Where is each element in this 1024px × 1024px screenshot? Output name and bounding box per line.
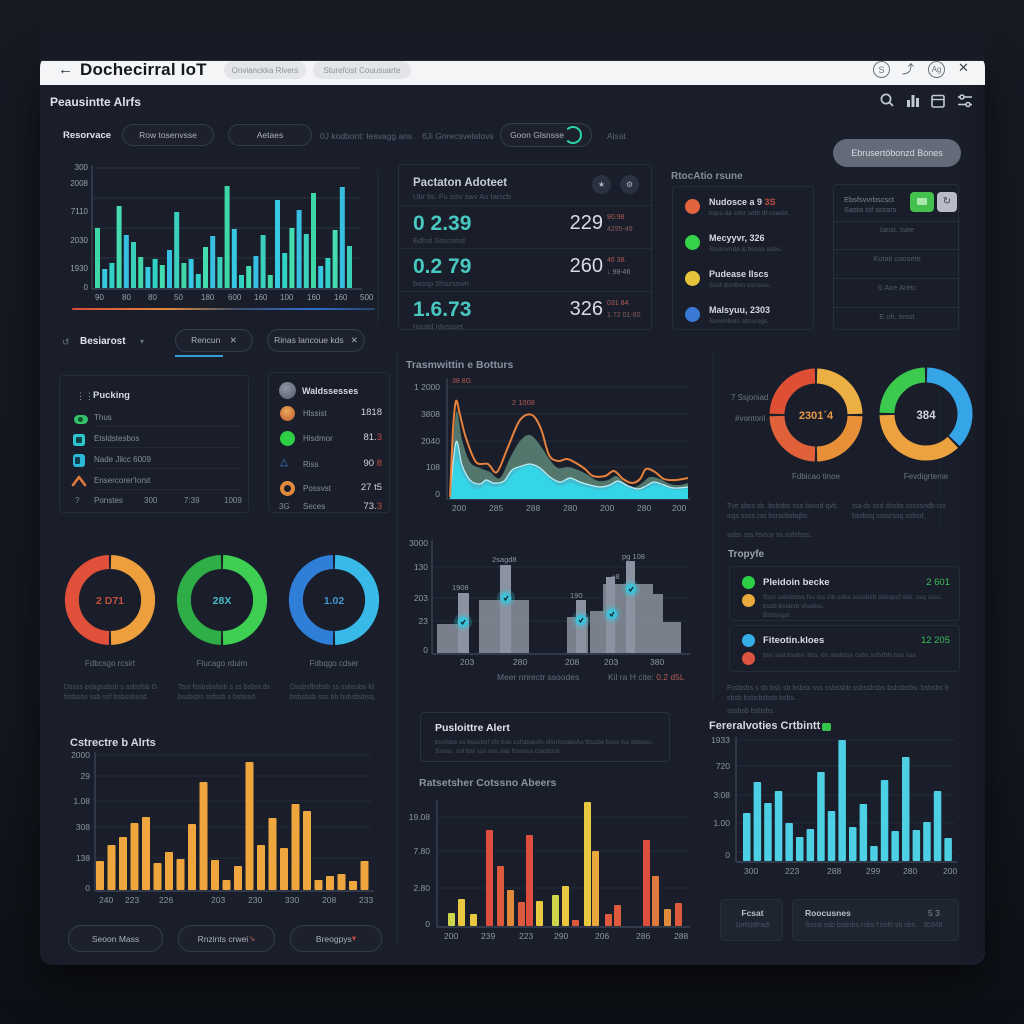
svg-text:160: 160 — [254, 293, 268, 302]
svg-text:1.02: 1.02 — [324, 595, 345, 607]
svg-text:223: 223 — [785, 866, 799, 876]
svg-text:233: 233 — [359, 895, 373, 905]
svg-text:290: 290 — [554, 931, 568, 941]
svg-text:288: 288 — [827, 866, 841, 876]
svg-text:240: 240 — [99, 895, 113, 905]
svg-text:80: 80 — [122, 293, 131, 302]
svg-text:2008: 2008 — [70, 179, 88, 188]
svg-text:3:08: 3:08 — [713, 790, 730, 800]
svg-text:300: 300 — [75, 163, 89, 172]
svg-text:pg 108: pg 108 — [622, 552, 645, 561]
svg-text:190: 190 — [570, 591, 583, 600]
svg-text:384: 384 — [916, 410, 936, 422]
svg-text:0: 0 — [85, 883, 90, 893]
svg-text:200: 200 — [600, 503, 614, 513]
svg-text:108: 108 — [426, 462, 440, 472]
svg-text:380: 380 — [650, 657, 664, 667]
svg-text:2000: 2000 — [71, 750, 90, 760]
svg-text:1.08: 1.08 — [73, 796, 90, 806]
svg-text:203: 203 — [211, 895, 225, 905]
svg-text:200: 200 — [452, 503, 466, 513]
svg-text:0: 0 — [423, 645, 428, 655]
svg-text:130: 130 — [414, 562, 428, 572]
svg-text:206: 206 — [595, 931, 609, 941]
svg-text:3000: 3000 — [409, 538, 428, 548]
svg-text:2sagd8: 2sagd8 — [492, 555, 517, 564]
svg-text:0: 0 — [84, 283, 89, 292]
svg-text:28X: 28X — [213, 595, 232, 607]
svg-text:500: 500 — [360, 293, 374, 302]
svg-text:208: 208 — [322, 895, 336, 905]
svg-text:200: 200 — [672, 503, 686, 513]
svg-text:330: 330 — [285, 895, 299, 905]
svg-text:288: 288 — [526, 503, 540, 513]
svg-text:223: 223 — [519, 931, 533, 941]
svg-text:2030: 2030 — [70, 236, 88, 245]
svg-text:200: 200 — [444, 931, 458, 941]
svg-text:0: 0 — [425, 919, 430, 929]
svg-text:280: 280 — [637, 503, 651, 513]
svg-text:200: 200 — [943, 866, 957, 876]
svg-text:223: 223 — [125, 895, 139, 905]
svg-text:138: 138 — [76, 853, 90, 863]
svg-text:208: 208 — [565, 657, 579, 667]
svg-text:0: 0 — [435, 489, 440, 499]
svg-text:3808: 3808 — [421, 409, 440, 419]
svg-text:285: 285 — [489, 503, 503, 513]
svg-text:280: 280 — [903, 866, 917, 876]
svg-text:308: 308 — [76, 822, 90, 832]
svg-text:1930: 1930 — [70, 264, 88, 273]
svg-text:160: 160 — [307, 293, 321, 302]
svg-text:203: 203 — [414, 593, 428, 603]
svg-text:299: 299 — [866, 866, 880, 876]
svg-text:7.80: 7.80 — [413, 846, 430, 856]
svg-text:288: 288 — [674, 931, 688, 941]
svg-text:2.80: 2.80 — [413, 883, 430, 893]
svg-text:2301´4: 2301´4 — [799, 410, 834, 422]
svg-text:29: 29 — [81, 771, 91, 781]
svg-text:226: 226 — [159, 895, 173, 905]
svg-text:239: 239 — [481, 931, 495, 941]
svg-text:600: 600 — [228, 293, 242, 302]
svg-text:0: 0 — [725, 850, 730, 860]
svg-text:1933: 1933 — [711, 735, 730, 745]
svg-text:300: 300 — [744, 866, 758, 876]
svg-text:280: 280 — [513, 657, 527, 667]
svg-text:720: 720 — [716, 761, 730, 771]
svg-text:1.00: 1.00 — [713, 818, 730, 828]
svg-text:2040: 2040 — [421, 436, 440, 446]
svg-text:286: 286 — [636, 931, 650, 941]
svg-text:1908: 1908 — [452, 583, 469, 592]
svg-text:160: 160 — [334, 293, 348, 302]
svg-text:203: 203 — [604, 657, 618, 667]
svg-text:90: 90 — [95, 293, 104, 302]
svg-text:23: 23 — [419, 616, 429, 626]
svg-text:280: 280 — [563, 503, 577, 513]
svg-text:19.08: 19.08 — [409, 812, 431, 822]
svg-text:180: 180 — [201, 293, 215, 302]
svg-text:100: 100 — [280, 293, 294, 302]
svg-text:230: 230 — [248, 895, 262, 905]
svg-text:+8: +8 — [611, 572, 620, 581]
svg-text:80: 80 — [148, 293, 157, 302]
svg-text:50: 50 — [174, 293, 183, 302]
svg-text:203: 203 — [460, 657, 474, 667]
svg-text:1 2000: 1 2000 — [414, 382, 440, 392]
svg-text:7110: 7110 — [71, 207, 89, 216]
svg-text:2 D71: 2 D71 — [96, 595, 124, 607]
